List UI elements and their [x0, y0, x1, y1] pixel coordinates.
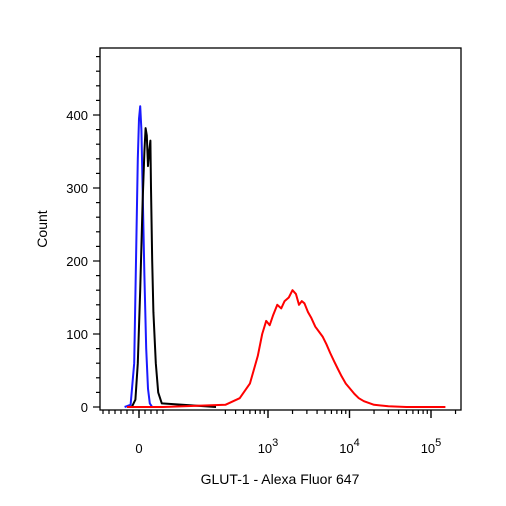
x-tick-exponent: 4: [354, 437, 360, 449]
x-tick-exponent: 5: [435, 437, 441, 449]
x-tick-base: 10: [339, 441, 353, 456]
x-tick-base: 0: [135, 441, 142, 456]
x-tick-base: 10: [258, 441, 272, 456]
y-tick-label: 0: [81, 400, 88, 415]
plot-frame: [99, 47, 462, 411]
y-tick-label: 200: [66, 254, 88, 269]
series-line-1: [124, 105, 154, 408]
x-tick-label: 0: [135, 441, 142, 456]
x-tick-exponent: 3: [272, 437, 278, 449]
y-tick-label: 300: [66, 181, 88, 196]
y-axis: 0 100 200 300 400: [66, 55, 100, 415]
x-axis: 0 103 104 105: [102, 410, 457, 456]
x-tick-label: 105: [421, 437, 442, 456]
y-axis-title: Count: [34, 210, 50, 247]
x-axis-title: GLUT-1 - Alexa Fluor 647: [201, 471, 360, 487]
x-tick-base: 10: [421, 441, 435, 456]
y-tick-label: 400: [66, 108, 88, 123]
series-line-2: [130, 127, 217, 408]
x-tick-label: 104: [339, 437, 360, 456]
x-tick-label: 103: [258, 437, 279, 456]
series-line-3: [127, 289, 446, 408]
series-layer: [124, 105, 446, 408]
y-tick-label: 100: [66, 327, 88, 342]
